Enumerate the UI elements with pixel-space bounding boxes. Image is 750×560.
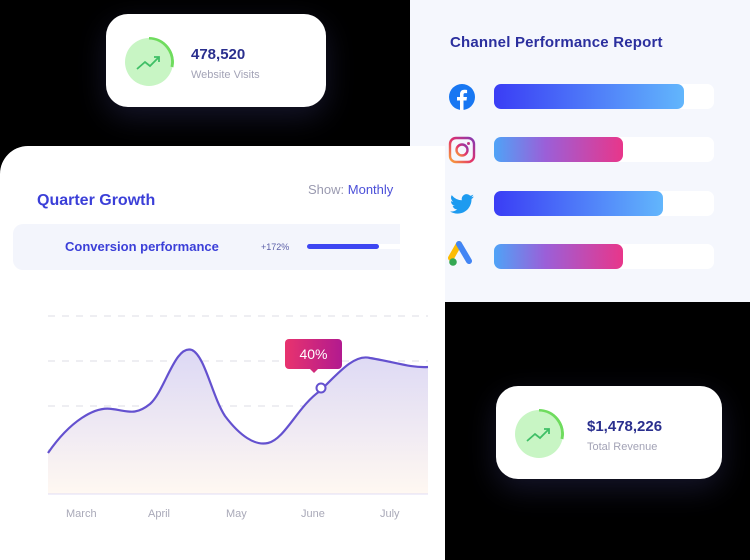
show-value: Monthly (347, 182, 394, 197)
x-label-june: June (301, 508, 325, 520)
conversion-bar-track (307, 244, 403, 249)
twitter-bar-track (494, 191, 714, 216)
google-ads-bar-fill (494, 244, 623, 269)
show-label: Show: (308, 182, 345, 197)
quarter-growth-card: Quarter Growth Show: Monthly Conversion … (0, 146, 445, 560)
conversion-percent: +172% (261, 242, 290, 252)
conversion-label: Conversion performance (65, 239, 219, 254)
instagram-icon (448, 136, 476, 164)
facebook-bar-track (494, 84, 714, 109)
quarter-growth-title: Quarter Growth (37, 192, 156, 209)
x-label-march: March (66, 508, 97, 520)
x-label-may: May (226, 508, 247, 520)
trend-line (47, 348, 429, 454)
x-label-july: July (380, 508, 400, 520)
area-fill (48, 349, 428, 494)
chevron-down-icon (404, 188, 413, 193)
highlight-point (315, 382, 327, 394)
twitter-icon (450, 194, 474, 214)
google-ads-bar-track (494, 244, 714, 269)
conversion-performance-row: Conversion performance +172% (13, 224, 428, 270)
total-revenue-value: $1,478,226 (587, 418, 663, 435)
total-revenue-card: $1,478,226 Total Revenue (496, 386, 722, 479)
channel-row-facebook[interactable] (448, 83, 716, 110)
instagram-bar-fill (494, 137, 623, 162)
instagram-bar-track (494, 137, 714, 162)
website-visits-value: 478,520 (191, 46, 246, 63)
website-visits-card: 478,520 Website Visits (106, 14, 326, 107)
growth-area-chart (47, 315, 429, 495)
total-revenue-label: Total Revenue (587, 441, 658, 453)
channel-row-twitter[interactable] (448, 190, 716, 216)
channel-report-title: Channel Performance Report (450, 34, 663, 51)
value-tooltip: 40% (285, 339, 342, 373)
show-period-dropdown[interactable]: Show: Monthly (308, 182, 413, 197)
conversion-bar-fill (307, 244, 379, 249)
channel-performance-panel: Channel Performance Report (410, 0, 750, 302)
trend-up-icon (515, 409, 564, 458)
facebook-icon (449, 84, 475, 110)
x-label-april: April (148, 508, 171, 520)
google-ads-icon (448, 241, 472, 266)
trend-up-icon (125, 37, 174, 86)
twitter-bar-fill (494, 191, 663, 216)
facebook-bar-fill (494, 84, 684, 109)
channel-row-instagram[interactable] (448, 136, 716, 164)
channel-row-google-ads[interactable] (448, 241, 716, 269)
website-visits-label: Website Visits (191, 69, 260, 81)
